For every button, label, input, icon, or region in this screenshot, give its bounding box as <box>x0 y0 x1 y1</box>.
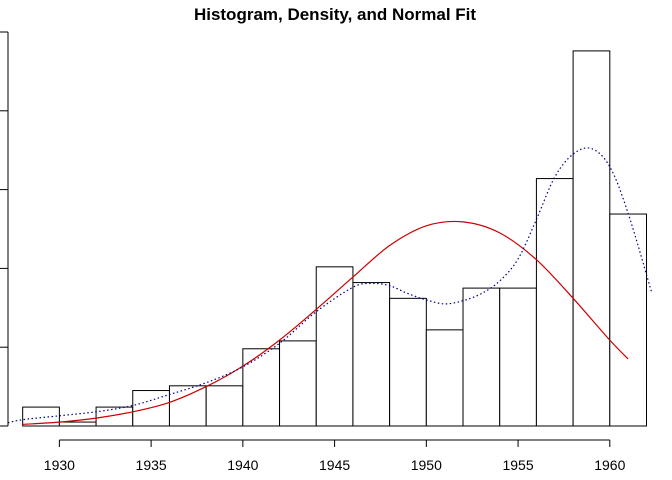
x-axis: 1930 1935 1940 1945 1950 1955 1960 <box>44 439 626 473</box>
curves <box>7 147 653 425</box>
histogram-bar-0 <box>22 406 60 427</box>
histogram-bar-7 <box>279 340 317 427</box>
histogram-bar-6 <box>242 348 281 427</box>
y-axis <box>0 31 9 427</box>
histogram-bars <box>22 50 647 427</box>
x-tick-label-1935: 1935 <box>136 457 167 473</box>
histogram-bar-14 <box>535 178 574 427</box>
histogram-bar-3 <box>132 390 170 427</box>
x-tick-label-1940: 1940 <box>227 457 258 473</box>
x-tick-label-1945: 1945 <box>319 457 350 473</box>
histogram-bar-2 <box>95 406 134 427</box>
normal-fit-curve <box>22 220 629 425</box>
x-tick-label-1955: 1955 <box>502 457 533 473</box>
histogram-bar-1 <box>58 421 97 427</box>
x-tick-label-1930: 1930 <box>44 457 75 473</box>
x-tick-label-1950: 1950 <box>411 457 442 473</box>
x-tick-label-1960: 1960 <box>594 457 625 473</box>
histogram-bar-12 <box>462 287 501 427</box>
histogram-bar-13 <box>499 287 537 427</box>
histogram-bar-16 <box>609 213 647 427</box>
kernel-density-curve <box>7 147 653 424</box>
histogram-bar-4 <box>168 385 207 427</box>
chart-title: Histogram, Density, and Normal Fit <box>194 5 476 24</box>
histogram-bar-10 <box>389 297 427 427</box>
histogram-bar-15 <box>572 50 611 427</box>
histogram-bar-11 <box>425 329 464 427</box>
histogram-bar-5 <box>205 385 244 427</box>
histogram-bar-9 <box>352 282 391 427</box>
